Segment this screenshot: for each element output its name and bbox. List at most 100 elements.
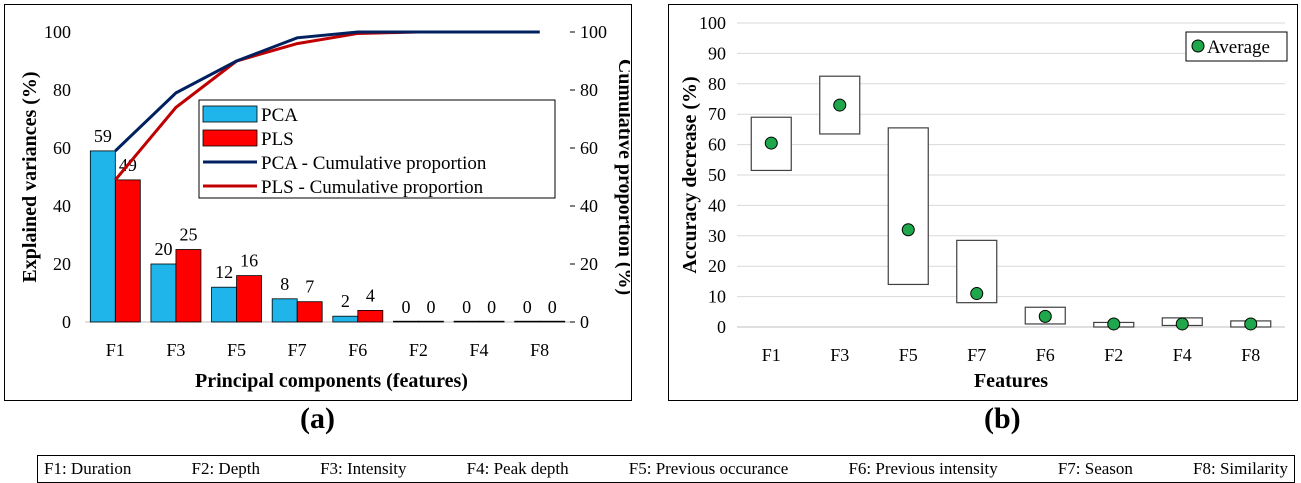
legend-label: PCA <box>261 105 298 126</box>
average-marker <box>1038 309 1052 323</box>
feature-legend-item: F8: Similarity <box>1193 459 1288 478</box>
y-tick-label: 0 <box>717 317 726 337</box>
x-tick-label: F6 <box>1036 345 1055 365</box>
y-tick-label: 40 <box>53 196 71 216</box>
y-axis-title: Explained variances (%) <box>19 71 41 282</box>
line-pca-cumulative <box>114 30 540 152</box>
bar-pls <box>418 320 444 323</box>
range-box <box>956 239 998 304</box>
x-tick-label: F3 <box>166 340 185 360</box>
legend-label: PCA - Cumulative proportion <box>261 153 487 174</box>
x-tick-label: F5 <box>227 340 246 360</box>
x-tick-label: F2 <box>1104 345 1123 365</box>
legend-label: Average <box>1207 37 1270 58</box>
y-tick-label: 60 <box>53 138 71 158</box>
legend-swatch <box>202 129 258 147</box>
chart-panel-b: 0 10 20 30 40 50 60 70 80 90 100 F1 F3 F5 F7 F6 F2 F4 F8 Fe… <box>668 4 1298 401</box>
bar-pca <box>453 320 480 323</box>
y-tick-label: 60 <box>708 135 726 155</box>
y-tick-label: 90 <box>708 43 726 63</box>
y2-axis-title: Cumulative proportion (%) <box>614 59 630 295</box>
y-tick-label: 50 <box>708 165 726 185</box>
x-tick-label: F3 <box>830 345 849 365</box>
y-tick-label: 100 <box>699 13 726 33</box>
bar-pca <box>271 298 298 323</box>
bar-pca <box>332 315 359 323</box>
y2-tick-label: 40 <box>580 196 598 216</box>
x-tick-label: F4 <box>1173 345 1192 365</box>
average-marker <box>901 223 915 237</box>
legend-swatch <box>202 105 258 123</box>
y-tick-label: 80 <box>53 80 71 100</box>
x-axis-title: Features <box>974 370 1048 392</box>
data-label-pls: 0 <box>487 297 496 317</box>
bar-pca <box>211 286 237 323</box>
legend <box>198 99 556 199</box>
y2-tick-label: 60 <box>580 138 598 158</box>
y2-tick-label: 0 <box>580 312 589 332</box>
x-tick-label: F2 <box>409 340 428 360</box>
x-tick-label: F4 <box>470 340 489 360</box>
bar-pls <box>114 179 141 323</box>
y-tick-label: 70 <box>708 104 726 124</box>
data-label-pca: 0 <box>401 297 410 317</box>
feature-legend-item: F4: Peak depth <box>466 459 569 478</box>
average-marker <box>1175 317 1189 331</box>
legend-marker <box>1191 39 1205 53</box>
y2-tick-label: 100 <box>580 22 607 42</box>
data-label-pca: 59 <box>94 126 112 146</box>
feature-legend-item: F6: Previous intensity <box>848 459 998 478</box>
chart-panel-a: 0 0 20 20 40 40 60 60 80 80 100 100 59 49 F1 20 25 F3 12 16… <box>4 4 636 401</box>
x-tick-label: F8 <box>530 340 549 360</box>
range-box <box>887 127 929 286</box>
y-tick-label: 20 <box>53 254 71 274</box>
y-tick-label: 30 <box>708 226 726 246</box>
y2-tick-label: 20 <box>580 254 598 274</box>
accuracy-decrease-chart: 0 10 20 30 40 50 60 70 80 90 100 F1 F3 F5 F7 F6 F2 F4 F8 Fe… <box>679 13 1288 392</box>
x-tick-label: F8 <box>1241 345 1260 365</box>
average-marker <box>1244 317 1258 331</box>
data-label-pca: 12 <box>215 262 233 282</box>
panel-label-b: (b) <box>984 402 1021 435</box>
bar-pca <box>150 263 177 323</box>
y-tick-label: 0 <box>62 312 71 332</box>
feature-legend-item: F1: Duration <box>44 459 132 478</box>
bar-pca <box>514 320 541 323</box>
data-label-pca: 0 <box>523 297 532 317</box>
average-marker <box>1107 317 1121 331</box>
x-axis-title: Principal components (features) <box>195 370 468 392</box>
feature-legend-item: F3: Intensity <box>320 459 407 478</box>
data-label-pls: 25 <box>179 225 197 245</box>
data-label-pls: 4 <box>366 285 375 305</box>
bar-pls <box>236 275 262 323</box>
bar-pca <box>89 150 116 323</box>
x-tick-label: F7 <box>967 345 986 365</box>
x-tick-label: F6 <box>348 340 367 360</box>
y-tick-label: 100 <box>44 22 71 42</box>
data-label-pls: 16 <box>240 251 258 271</box>
feature-legend-item: F7: Season <box>1057 459 1133 478</box>
bar-pls <box>539 320 566 323</box>
x-tick-label: F5 <box>899 345 918 365</box>
feature-legend-item: F2: Depth <box>191 459 260 478</box>
average-marker <box>970 287 984 301</box>
y-tick-label: 20 <box>708 256 726 276</box>
data-label-pca: 0 <box>462 297 471 317</box>
bar-pls <box>357 309 384 323</box>
x-tick-label: F1 <box>106 340 125 360</box>
data-label-pca: 20 <box>154 239 172 259</box>
data-label-pca: 2 <box>341 291 350 311</box>
feature-legend-item: F5: Previous occurance <box>628 459 789 478</box>
x-tick-label: F1 <box>762 345 781 365</box>
y-axis-title: Accuracy decrease (%) <box>679 76 701 273</box>
data-label-pls: 0 <box>548 297 557 317</box>
bar-pls <box>175 249 202 323</box>
y-tick-label: 10 <box>708 287 726 307</box>
legend-label: PLS <box>261 129 294 150</box>
data-label-pca: 8 <box>280 274 289 294</box>
bar-pls <box>478 320 505 323</box>
average-marker <box>764 136 778 150</box>
feature-legend: F1: Duration F2: Depth F3: Intensity F4:… <box>37 455 1295 483</box>
x-tick-label: F7 <box>288 340 307 360</box>
